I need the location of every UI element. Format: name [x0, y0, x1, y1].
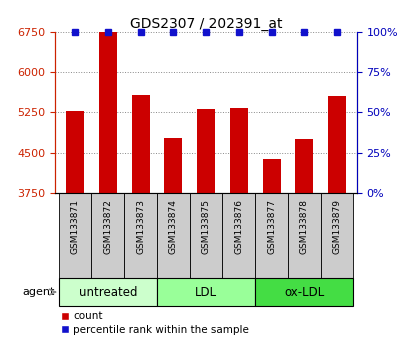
- Bar: [131, 95, 149, 193]
- Text: ox-LDL: ox-LDL: [283, 286, 324, 298]
- Bar: [327, 96, 345, 193]
- Bar: [157, 193, 189, 278]
- Bar: [222, 193, 254, 278]
- Bar: [124, 193, 157, 278]
- Text: GSM133876: GSM133876: [234, 199, 243, 254]
- Text: GSM133874: GSM133874: [169, 199, 178, 254]
- Bar: [262, 159, 280, 193]
- Bar: [254, 193, 287, 278]
- Bar: [320, 193, 353, 278]
- Bar: [91, 193, 124, 278]
- Bar: [99, 32, 117, 193]
- Text: GSM133872: GSM133872: [103, 199, 112, 254]
- Bar: [287, 193, 320, 278]
- Text: GSM133875: GSM133875: [201, 199, 210, 254]
- Bar: [164, 138, 182, 193]
- Text: agent: agent: [22, 287, 54, 297]
- Legend: count, percentile rank within the sample: count, percentile rank within the sample: [61, 312, 248, 335]
- Bar: [229, 108, 247, 193]
- Bar: [197, 109, 214, 193]
- Text: GSM133877: GSM133877: [266, 199, 275, 254]
- Text: GSM133871: GSM133871: [70, 199, 79, 254]
- Bar: [58, 193, 91, 278]
- Text: GSM133879: GSM133879: [332, 199, 341, 254]
- Text: GSM133878: GSM133878: [299, 199, 308, 254]
- Bar: [254, 278, 353, 306]
- Text: LDL: LDL: [195, 286, 216, 298]
- Text: untreated: untreated: [78, 286, 137, 298]
- Bar: [294, 139, 312, 193]
- Bar: [157, 278, 254, 306]
- Text: GSM133873: GSM133873: [136, 199, 145, 254]
- Bar: [189, 193, 222, 278]
- Title: GDS2307 / 202391_at: GDS2307 / 202391_at: [130, 17, 281, 31]
- Bar: [66, 111, 84, 193]
- Bar: [58, 278, 157, 306]
